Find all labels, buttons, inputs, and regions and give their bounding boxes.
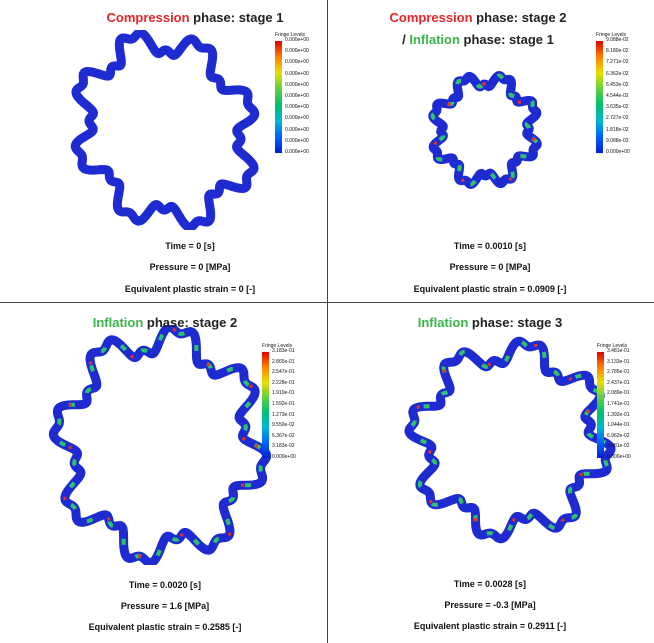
legend-level: 5.453e-02 bbox=[606, 82, 629, 88]
figure: Compression phase: stage 1Fringe Levels0… bbox=[0, 0, 654, 643]
legend-level: 0.000e+00 bbox=[285, 127, 309, 133]
legend-level: 1.392e-01 bbox=[607, 412, 630, 418]
legend-level: 2.089e-01 bbox=[607, 390, 630, 396]
legend-level: 3.133e-01 bbox=[607, 359, 630, 365]
legend-level: 6.367e-02 bbox=[272, 433, 295, 439]
title-segment: Compression bbox=[389, 10, 472, 25]
legend-level: 0.000e+00 bbox=[285, 115, 309, 121]
legend-level: 6.362e-02 bbox=[606, 71, 629, 77]
legend-level: 1.741e-01 bbox=[607, 401, 630, 407]
legend-level: 1.592e-01 bbox=[272, 401, 295, 407]
result-line: Time = 0 [s] bbox=[165, 241, 215, 251]
title-segment: phase: stage 3 bbox=[468, 315, 562, 330]
legend-level: 4.544e-02 bbox=[606, 93, 629, 99]
title-segment: phase: stage 1 bbox=[460, 32, 554, 47]
stent-render bbox=[60, 30, 270, 230]
legend-level: 6.962e-02 bbox=[607, 433, 630, 439]
legend-level: 0.000e+00 bbox=[606, 149, 630, 155]
legend-level: 0.000e+00 bbox=[285, 104, 309, 110]
title-segment: Inflation bbox=[93, 315, 144, 330]
result-line: Equivalent plastic strain = 0.2585 [-] bbox=[89, 622, 242, 632]
legend-level: 3.635e-02 bbox=[606, 104, 629, 110]
legend-level: 0.000e+00 bbox=[607, 454, 631, 460]
legend-level: 2.228e-01 bbox=[272, 380, 295, 386]
legend-level: 0.000e+00 bbox=[285, 82, 309, 88]
legend-level: 3.183e-02 bbox=[272, 443, 295, 449]
result-line: Equivalent plastic strain = 0 [-] bbox=[125, 284, 255, 294]
title-segment: phase: stage 2 bbox=[473, 10, 567, 25]
color-bar bbox=[597, 352, 604, 458]
result-line: Time = 0.0010 [s] bbox=[454, 241, 526, 251]
legend-level: 1.818e-02 bbox=[606, 127, 629, 133]
legend-level: 9.088e-02 bbox=[606, 37, 629, 43]
panel-title: / Inflation phase: stage 1 bbox=[402, 32, 554, 47]
title-segment: phase: stage 1 bbox=[190, 10, 284, 25]
result-line: Equivalent plastic strain = 0.0909 [-] bbox=[414, 284, 567, 294]
result-line: Time = 0.0028 [s] bbox=[454, 579, 526, 589]
legend-level: 9.088e-03 bbox=[606, 138, 629, 144]
title-segment: Compression bbox=[106, 10, 189, 25]
legend-level: 1.273e-01 bbox=[272, 412, 295, 418]
result-line: Pressure = 0 [MPa] bbox=[450, 262, 531, 272]
legend-level: 0.000e+00 bbox=[285, 93, 309, 99]
legend-level: 0.000e+00 bbox=[285, 138, 309, 144]
legend-level: 3.183e-01 bbox=[272, 348, 295, 354]
color-bar bbox=[262, 352, 269, 458]
legend-level: 3.481e-01 bbox=[607, 348, 630, 354]
title-segment: phase: stage 2 bbox=[143, 315, 237, 330]
divider bbox=[0, 302, 654, 303]
result-line: Time = 0.0020 [s] bbox=[129, 580, 201, 590]
legend-level: 8.180e-02 bbox=[606, 48, 629, 54]
result-line: Pressure = 0 [MPa] bbox=[150, 262, 231, 272]
stent-render bbox=[40, 325, 280, 565]
legend-level: 0.000e+00 bbox=[285, 59, 309, 65]
panel-title: Inflation phase: stage 3 bbox=[418, 315, 562, 330]
panel-title: Compression phase: stage 1 bbox=[106, 10, 283, 25]
color-bar bbox=[275, 41, 282, 153]
legend-level: 0.000e+00 bbox=[285, 71, 309, 77]
stent-render bbox=[415, 60, 555, 200]
legend-level: 9.550e-02 bbox=[272, 422, 295, 428]
result-line: Equivalent plastic strain = 0.2911 [-] bbox=[414, 621, 566, 631]
color-bar bbox=[596, 41, 603, 153]
legend-level: 1.044e-01 bbox=[607, 422, 630, 428]
legend-level: 0.000e+00 bbox=[272, 454, 296, 460]
legend-level: 3.481e-02 bbox=[607, 443, 630, 449]
legend-level: 0.000e+00 bbox=[285, 48, 309, 54]
stent-render bbox=[395, 330, 625, 550]
panel-title: Inflation phase: stage 2 bbox=[93, 315, 237, 330]
legend-level: 0.000e+00 bbox=[285, 149, 309, 155]
panel-title: Compression phase: stage 2 bbox=[389, 10, 566, 25]
result-line: Pressure = 1.6 [MPa] bbox=[121, 601, 209, 611]
title-segment: Inflation bbox=[418, 315, 469, 330]
legend-level: 2.727e-02 bbox=[606, 115, 629, 121]
legend-level: 2.437e-01 bbox=[607, 380, 630, 386]
legend-level: 7.271e-02 bbox=[606, 59, 629, 65]
legend-level: 2.865e-01 bbox=[272, 359, 295, 365]
result-line: Pressure = -0.3 [MPa] bbox=[444, 600, 535, 610]
title-segment: Inflation bbox=[409, 32, 460, 47]
legend-level: 1.910e-01 bbox=[272, 390, 295, 396]
legend-level: 2.785e-01 bbox=[607, 369, 630, 375]
divider bbox=[327, 0, 328, 643]
legend-level: 2.547e-01 bbox=[272, 369, 295, 375]
legend-level: 0.000e+00 bbox=[285, 37, 309, 43]
